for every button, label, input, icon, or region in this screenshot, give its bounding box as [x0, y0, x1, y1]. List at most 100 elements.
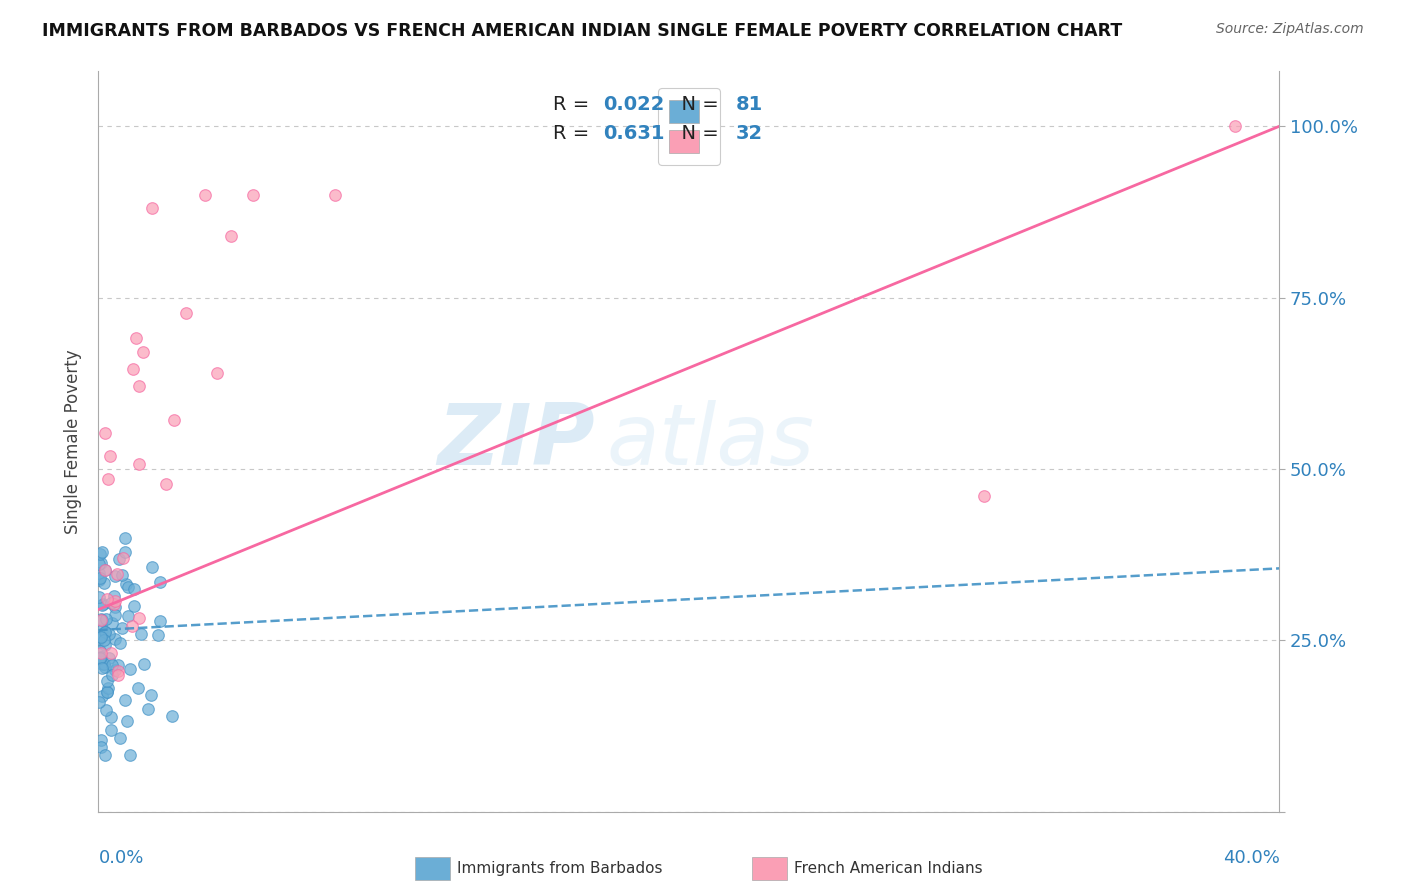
Point — [93, 563, 115, 577]
Text: ZIP: ZIP — [437, 400, 595, 483]
Point — [94, 748, 117, 763]
Point — [101, 658, 124, 673]
Point — [94, 625, 117, 640]
Point — [96, 612, 118, 626]
Point — [128, 457, 150, 471]
Text: N =: N = — [669, 124, 725, 143]
Point — [89, 651, 111, 665]
Point — [94, 659, 117, 673]
Point — [90, 650, 112, 665]
Point — [110, 731, 132, 746]
Point — [89, 547, 111, 561]
Point — [115, 714, 138, 729]
Point — [122, 599, 145, 613]
Point — [121, 619, 143, 633]
Text: R =: R = — [553, 124, 596, 143]
Point — [120, 747, 142, 762]
Point — [107, 665, 129, 679]
Point — [93, 632, 115, 647]
Point — [162, 708, 183, 723]
Point — [89, 631, 111, 645]
Legend: , : , — [658, 88, 720, 164]
Point — [96, 684, 118, 698]
Point — [114, 545, 136, 559]
Point — [132, 657, 155, 672]
Point — [101, 668, 124, 682]
Point — [96, 703, 118, 717]
Point — [205, 366, 228, 380]
Point — [194, 187, 217, 202]
Point — [125, 331, 148, 345]
Point — [122, 582, 145, 596]
Point — [89, 590, 111, 604]
Point — [112, 550, 135, 565]
Point — [117, 581, 139, 595]
Point — [242, 187, 264, 202]
Point — [110, 568, 132, 582]
Point — [117, 609, 139, 624]
Point — [104, 569, 127, 583]
Text: 40.0%: 40.0% — [1223, 849, 1279, 867]
Point — [90, 732, 112, 747]
Point — [111, 621, 134, 635]
Point — [129, 626, 152, 640]
Point — [89, 571, 111, 585]
Text: 0.022: 0.022 — [603, 95, 664, 114]
Point — [104, 632, 127, 647]
Point — [91, 690, 114, 704]
Point — [149, 574, 172, 589]
Point — [87, 566, 110, 580]
Point — [93, 425, 115, 440]
Point — [104, 600, 127, 615]
Point — [89, 644, 111, 658]
Point — [93, 657, 115, 672]
Y-axis label: Single Female Poverty: Single Female Poverty — [65, 350, 83, 533]
Point — [1225, 119, 1247, 133]
Point — [127, 681, 149, 695]
Point — [139, 688, 162, 702]
Point — [90, 556, 112, 570]
Point — [91, 545, 114, 559]
Point — [128, 610, 150, 624]
Point — [118, 662, 141, 676]
Text: French American Indians: French American Indians — [794, 862, 983, 876]
Point — [90, 646, 112, 660]
Point — [100, 710, 122, 724]
Point — [96, 592, 118, 607]
Point — [128, 378, 150, 392]
Point — [89, 558, 111, 572]
Point — [155, 477, 177, 491]
Point — [91, 597, 114, 611]
Text: Source: ZipAtlas.com: Source: ZipAtlas.com — [1216, 22, 1364, 37]
Point — [104, 594, 127, 608]
Point — [100, 646, 122, 660]
Point — [90, 598, 112, 612]
Point — [108, 551, 131, 566]
Point — [174, 306, 197, 320]
Point — [97, 681, 120, 695]
Text: atlas: atlas — [606, 400, 814, 483]
Point — [96, 685, 118, 699]
Point — [121, 361, 143, 376]
Text: 0.631: 0.631 — [603, 124, 664, 143]
Point — [132, 345, 155, 359]
Text: 81: 81 — [737, 95, 763, 114]
Point — [87, 632, 110, 646]
Text: IMMIGRANTS FROM BARBADOS VS FRENCH AMERICAN INDIAN SINGLE FEMALE POVERTY CORRELA: IMMIGRANTS FROM BARBADOS VS FRENCH AMERI… — [42, 22, 1122, 40]
Point — [91, 661, 114, 675]
Point — [90, 630, 112, 644]
Text: R =: R = — [553, 95, 596, 114]
Point — [90, 613, 112, 627]
Point — [141, 202, 163, 216]
Point — [90, 740, 112, 755]
Point — [104, 663, 127, 677]
Point — [107, 667, 129, 681]
Point — [93, 576, 115, 591]
Point — [89, 573, 111, 587]
Point — [90, 612, 112, 626]
Text: N =: N = — [669, 95, 725, 114]
Point — [108, 636, 131, 650]
Point — [93, 639, 115, 653]
Text: Immigrants from Barbados: Immigrants from Barbados — [457, 862, 662, 876]
Point — [114, 693, 136, 707]
